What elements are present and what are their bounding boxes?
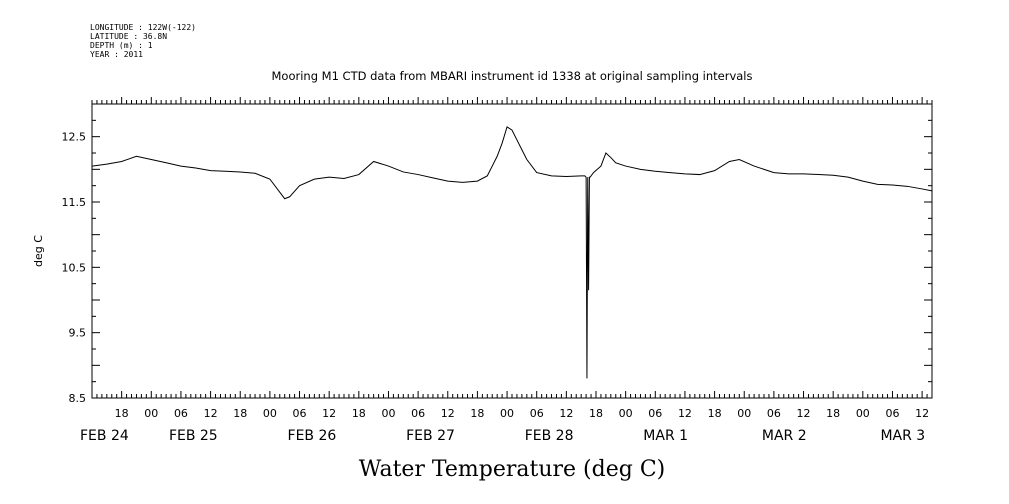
x-day-label: FEB 27 (406, 428, 455, 444)
x-hour-label: 00 (737, 407, 751, 420)
x-hour-label: 00 (856, 407, 870, 420)
x-hour-label: 18 (708, 407, 722, 420)
x-day-label: FEB 26 (288, 428, 337, 444)
x-hour-label: 12 (797, 407, 811, 420)
x-axis-day-labels: FEB 24 FEB 25 FEB 26 FEB 27 FEB 28 MAR 1 MAR 2… (80, 428, 925, 444)
x-day-label: MAR 3 (880, 428, 925, 444)
x-hour-label: 00 (619, 407, 633, 420)
x-hour-label: 18 (352, 407, 366, 420)
y-tick-label: 11.5 (62, 196, 87, 209)
x-hour-label: 00 (381, 407, 395, 420)
x-hour-label: 12 (322, 407, 336, 420)
chart-title: Mooring M1 CTD data from MBARI instrumen… (272, 69, 753, 83)
x-hour-label: 12 (915, 407, 929, 420)
x-hour-label: 12 (559, 407, 573, 420)
x-day-label: FEB 28 (525, 428, 574, 444)
x-axis-label: Water Temperature (deg C) (359, 457, 666, 482)
x-hour-label: 06 (530, 407, 544, 420)
x-hour-label: 06 (411, 407, 425, 420)
x-hour-label: 06 (885, 407, 899, 420)
x-hour-label: 06 (767, 407, 781, 420)
x-axis-hour-labels: 18 00 06 12 18 00 06 12 18 00 06 12 18 00 06 12 18 00 06 12… (115, 407, 929, 420)
x-day-label: MAR 2 (762, 428, 807, 444)
x-hour-label: 00 (500, 407, 514, 420)
x-hour-label: 18 (470, 407, 484, 420)
x-day-label: FEB 24 (80, 428, 129, 444)
x-hour-label: 06 (293, 407, 307, 420)
y-tick-label: 10.5 (62, 261, 87, 274)
axis-ticks (91, 97, 933, 399)
x-day-label: MAR 1 (643, 428, 688, 444)
x-day-label: FEB 25 (169, 428, 218, 444)
series-line-water-temperature (91, 126, 933, 379)
x-hour-label: 18 (589, 407, 603, 420)
x-hour-label: 12 (441, 407, 455, 420)
year-label: YEAR : 2011 (90, 50, 143, 59)
x-hour-label: 06 (648, 407, 662, 420)
y-axis-label: deg C (32, 235, 45, 267)
x-hour-label: 00 (263, 407, 277, 420)
y-tick-label: 8.5 (69, 392, 87, 405)
y-axis-tick-labels: 8.5 9.5 10.5 11.5 12.5 (62, 131, 87, 405)
x-hour-label: 12 (678, 407, 692, 420)
x-hour-label: 00 (144, 407, 158, 420)
y-tick-label: 12.5 (62, 131, 87, 144)
depth-label: DEPTH (m) : 1 (90, 41, 153, 50)
x-hour-label: 18 (115, 407, 129, 420)
plot-frame (91, 103, 933, 399)
y-tick-label: 9.5 (69, 327, 87, 340)
latitude-label: LATITUDE : 36.8N (90, 32, 167, 41)
x-hour-label: 12 (204, 407, 218, 420)
x-hour-label: 18 (233, 407, 247, 420)
x-hour-label: 18 (826, 407, 840, 420)
longitude-label: LONGITUDE : 122W(-122) (90, 23, 196, 32)
x-hour-label: 06 (174, 407, 188, 420)
